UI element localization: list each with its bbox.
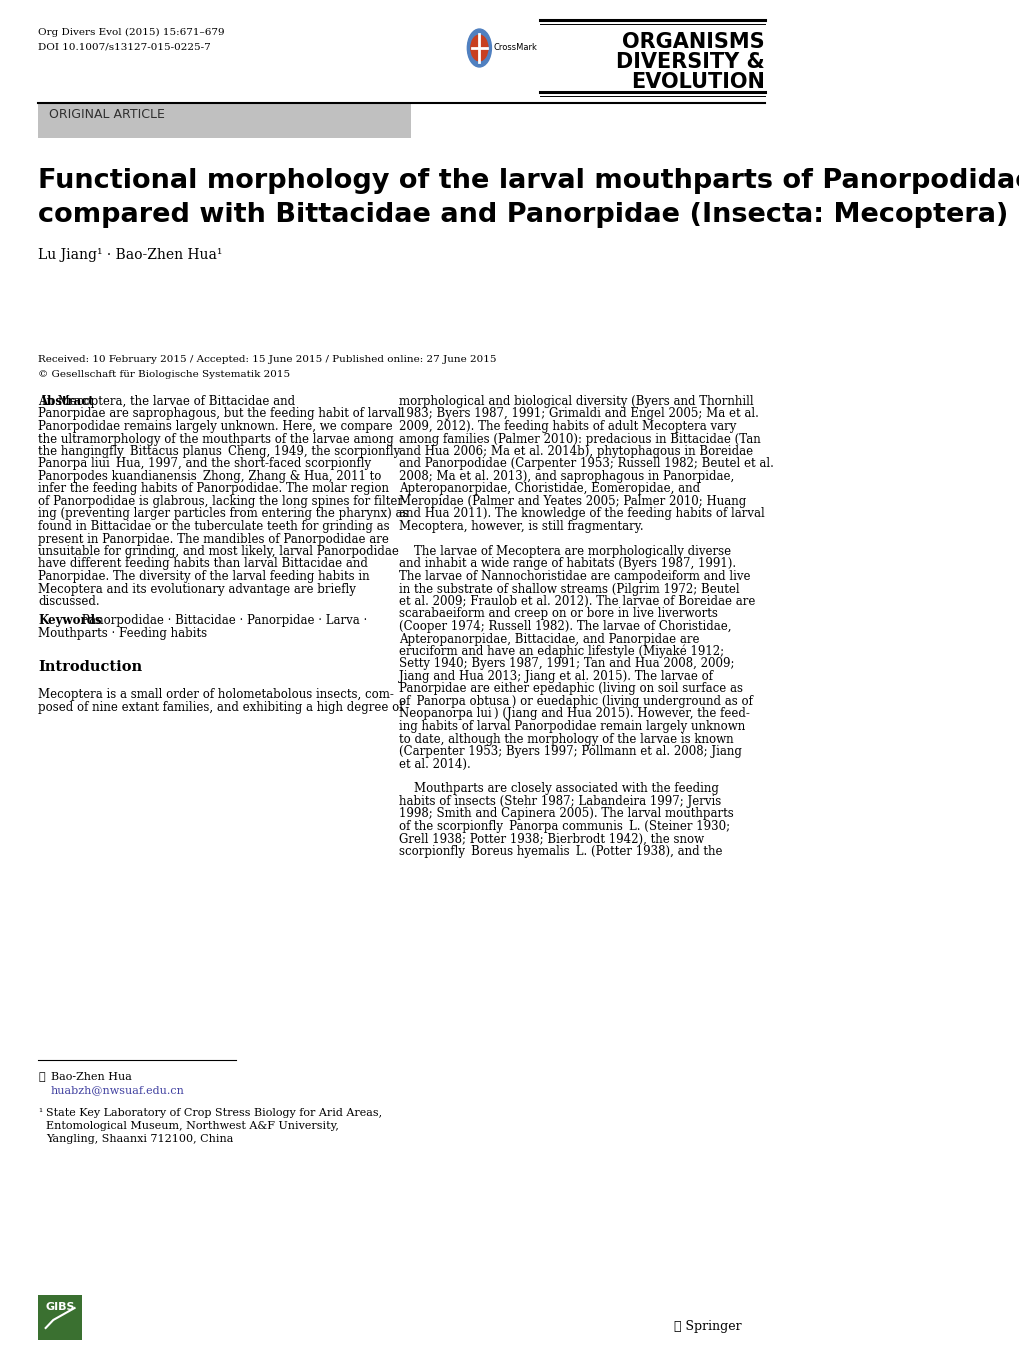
Text: ing habits of larval Panorpodidae remain largely unknown: ing habits of larval Panorpodidae remain…: [399, 720, 745, 733]
Text: ing (preventing larger particles from entering the pharynx) as: ing (preventing larger particles from en…: [38, 508, 409, 520]
Text: et al. 2014).: et al. 2014).: [399, 757, 471, 771]
Text: and Hua 2006; Ma et al. 2014b), phytophagous in Boreidae: and Hua 2006; Ma et al. 2014b), phytopha…: [399, 444, 753, 458]
Text: of the scorpionfly  Panorpa communis  L. (Steiner 1930;: of the scorpionfly Panorpa communis L. (…: [399, 820, 730, 833]
Text: Lu Jiang¹ · Bao-Zhen Hua¹: Lu Jiang¹ · Bao-Zhen Hua¹: [38, 248, 222, 262]
Text: (Cooper 1974; Russell 1982). The larvae of Choristidae,: (Cooper 1974; Russell 1982). The larvae …: [399, 621, 732, 633]
Text: Panorpodidae · Bittacidae · Panorpidae · Larva ·: Panorpodidae · Bittacidae · Panorpidae ·…: [77, 614, 367, 627]
Text: Meropidae (Palmer and Yeates 2005; Palmer 2010; Huang: Meropidae (Palmer and Yeates 2005; Palme…: [399, 495, 746, 508]
Ellipse shape: [467, 28, 491, 66]
Text: Mouthparts are closely associated with the feeding: Mouthparts are closely associated with t…: [399, 782, 718, 795]
Text: scarabaeiform and creep on or bore in live liverworts: scarabaeiform and creep on or bore in li…: [399, 607, 717, 621]
Text: Panorpa liui  Hua, 1997, and the short-faced scorpionfly: Panorpa liui Hua, 1997, and the short-fa…: [38, 458, 371, 470]
Text: Bao-Zhen Hua: Bao-Zhen Hua: [51, 1072, 131, 1083]
Text: have different feeding habits than larval Bittacidae and: have different feeding habits than larva…: [38, 557, 368, 570]
Text: ✉: ✉: [38, 1072, 45, 1083]
Text: © Gesellschaft für Biologische Systematik 2015: © Gesellschaft für Biologische Systemati…: [38, 370, 289, 379]
Text: eruciform and have an edaphic lifestyle (Miyaké 1912;: eruciform and have an edaphic lifestyle …: [399, 645, 723, 659]
Text: 1998; Smith and Capinera 2005). The larval mouthparts: 1998; Smith and Capinera 2005). The larv…: [399, 808, 734, 821]
Text: Grell 1938; Potter 1938; Bierbrodt 1942), the snow: Grell 1938; Potter 1938; Bierbrodt 1942)…: [399, 832, 704, 846]
Text: Functional morphology of the larval mouthparts of Panorpodidae: Functional morphology of the larval mout…: [38, 168, 1019, 194]
Text: Yangling, Shaanxi 712100, China: Yangling, Shaanxi 712100, China: [46, 1134, 232, 1144]
Text: The larvae of Mecoptera are morphologically diverse: The larvae of Mecoptera are morphologica…: [399, 545, 731, 558]
Text: GIBS: GIBS: [45, 1302, 74, 1312]
Text: compared with Bittacidae and Panorpidae (Insecta: Mecoptera): compared with Bittacidae and Panorpidae …: [38, 202, 1008, 228]
Text: Apteropanorpidae, Choristidae, Eomeropidae, and: Apteropanorpidae, Choristidae, Eomeropid…: [399, 482, 700, 496]
Text: The larvae of Nannochoristidae are campodeiform and live: The larvae of Nannochoristidae are campo…: [399, 570, 750, 583]
Text: discussed.: discussed.: [38, 595, 100, 608]
Text: Mecoptera and its evolutionary advantage are briefly: Mecoptera and its evolutionary advantage…: [38, 583, 356, 595]
Text: EVOLUTION: EVOLUTION: [630, 72, 764, 92]
Text: to date, although the morphology of the larvae is known: to date, although the morphology of the …: [399, 733, 734, 745]
Text: Panorpidae are either epedaphic (living on soil surface as: Panorpidae are either epedaphic (living …: [399, 683, 743, 695]
FancyBboxPatch shape: [38, 103, 411, 138]
Text: 1983; Byers 1987, 1991; Grimaldi and Engel 2005; Ma et al.: 1983; Byers 1987, 1991; Grimaldi and Eng…: [399, 408, 758, 420]
Text: the hangingfly  Bittacus planus  Cheng, 1949, the scorpionfly: the hangingfly Bittacus planus Cheng, 19…: [38, 444, 399, 458]
Text: DOI 10.1007/s13127-015-0225-7: DOI 10.1007/s13127-015-0225-7: [38, 42, 211, 51]
Text: and Panorpodidae (Carpenter 1953; Russell 1982; Beutel et al.: and Panorpodidae (Carpenter 1953; Russel…: [399, 458, 773, 470]
Text: Panorpodes kuandianensis  Zhong, Zhang & Hua, 2011 to: Panorpodes kuandianensis Zhong, Zhang & …: [38, 470, 381, 482]
Text: CrossMark: CrossMark: [493, 43, 537, 53]
Text: in the substrate of shallow streams (Pilgrim 1972; Beutel: in the substrate of shallow streams (Pil…: [399, 583, 740, 595]
Text: Panorpidae. The diversity of the larval feeding habits in: Panorpidae. The diversity of the larval …: [38, 570, 369, 583]
Text: and inhabit a wide range of habitats (Byers 1987, 1991).: and inhabit a wide range of habitats (By…: [399, 557, 736, 570]
Text: huabzh@nwsuaf.edu.cn: huabzh@nwsuaf.edu.cn: [51, 1085, 184, 1095]
Text: Panorpidae are saprophagous, but the feeding habit of larval: Panorpidae are saprophagous, but the fee…: [38, 408, 401, 420]
Text: Abstract: Abstract: [38, 396, 94, 408]
Text: 2009, 2012). The feeding habits of adult Mecoptera vary: 2009, 2012). The feeding habits of adult…: [399, 420, 736, 434]
FancyBboxPatch shape: [38, 1295, 83, 1340]
Text: scorpionfly  Boreus hyemalis  L. (Potter 1938), and the: scorpionfly Boreus hyemalis L. (Potter 1…: [399, 846, 722, 858]
Text: ORIGINAL ARTICLE: ORIGINAL ARTICLE: [49, 108, 165, 121]
Text: Org Divers Evol (2015) 15:671–679: Org Divers Evol (2015) 15:671–679: [38, 28, 224, 37]
Text: among families (Palmer 2010): predacious in Bittacidae (Tan: among families (Palmer 2010): predacious…: [399, 432, 760, 446]
Text: Panorpodidae remains largely unknown. Here, we compare: Panorpodidae remains largely unknown. He…: [38, 420, 392, 434]
Text: State Key Laboratory of Crop Stress Biology for Arid Areas,: State Key Laboratory of Crop Stress Biol…: [46, 1108, 381, 1118]
Text: Mecoptera is a small order of holometabolous insects, com-: Mecoptera is a small order of holometabo…: [38, 688, 393, 701]
Text: In Mecoptera, the larvae of Bittacidae and: In Mecoptera, the larvae of Bittacidae a…: [38, 396, 294, 408]
Text: of  Panorpa obtusa ) or euedaphic (living underground as of: of Panorpa obtusa ) or euedaphic (living…: [399, 695, 753, 709]
Text: unsuitable for grinding, and most likely, larval Panorpodidae: unsuitable for grinding, and most likely…: [38, 545, 398, 558]
Text: found in Bittacidae or the tuberculate teeth for grinding as: found in Bittacidae or the tuberculate t…: [38, 520, 389, 533]
Text: DIVERSITY &: DIVERSITY &: [615, 51, 764, 72]
Text: Mouthparts · Feeding habits: Mouthparts · Feeding habits: [38, 626, 207, 640]
Text: the ultramorphology of the mouthparts of the larvae among: the ultramorphology of the mouthparts of…: [38, 432, 393, 446]
Text: 2008; Ma et al. 2013), and saprophagous in Panorpidae,: 2008; Ma et al. 2013), and saprophagous …: [399, 470, 734, 482]
Text: ℓ Springer: ℓ Springer: [674, 1320, 741, 1333]
Text: Jiang and Hua 2013; Jiang et al. 2015). The larvae of: Jiang and Hua 2013; Jiang et al. 2015). …: [399, 669, 712, 683]
Text: ORGANISMS: ORGANISMS: [622, 33, 764, 51]
Text: morphological and biological diversity (Byers and Thornhill: morphological and biological diversity (…: [399, 396, 753, 408]
Text: (Carpenter 1953; Byers 1997; Pollmann et al. 2008; Jiang: (Carpenter 1953; Byers 1997; Pollmann et…: [399, 745, 742, 757]
Text: infer the feeding habits of Panorpodidae. The molar region: infer the feeding habits of Panorpodidae…: [38, 482, 388, 496]
Text: Keywords: Keywords: [38, 614, 102, 627]
Text: Received: 10 February 2015 / Accepted: 15 June 2015 / Published online: 27 June : Received: 10 February 2015 / Accepted: 1…: [38, 355, 496, 364]
Text: posed of nine extant families, and exhibiting a high degree of: posed of nine extant families, and exhib…: [38, 701, 404, 714]
Text: Apteropanorpidae, Bittacidae, and Panorpidae are: Apteropanorpidae, Bittacidae, and Panorp…: [399, 633, 699, 645]
Text: Introduction: Introduction: [38, 660, 142, 673]
Text: habits of insects (Stehr 1987; Labandeira 1997; Jervis: habits of insects (Stehr 1987; Labandeir…: [399, 795, 721, 808]
Text: Neopanorpa lui ) (Jiang and Hua 2015). However, the feed-: Neopanorpa lui ) (Jiang and Hua 2015). H…: [399, 707, 750, 721]
Text: Entomological Museum, Northwest A&F University,: Entomological Museum, Northwest A&F Univ…: [46, 1121, 338, 1131]
Text: of Panorpodidae is glabrous, lacking the long spines for filter-: of Panorpodidae is glabrous, lacking the…: [38, 495, 407, 508]
Text: and Hua 2011). The knowledge of the feeding habits of larval: and Hua 2011). The knowledge of the feed…: [399, 508, 764, 520]
Text: Mecoptera, however, is still fragmentary.: Mecoptera, however, is still fragmentary…: [399, 520, 643, 533]
Text: ¹: ¹: [38, 1108, 42, 1117]
Text: Setty 1940; Byers 1987, 1991; Tan and Hua 2008, 2009;: Setty 1940; Byers 1987, 1991; Tan and Hu…: [399, 657, 735, 671]
Text: et al. 2009; Fraulob et al. 2012). The larvae of Boreidae are: et al. 2009; Fraulob et al. 2012). The l…: [399, 595, 755, 608]
Text: present in Panorpidae. The mandibles of Panorpodidae are: present in Panorpidae. The mandibles of …: [38, 533, 388, 546]
Ellipse shape: [471, 35, 487, 61]
